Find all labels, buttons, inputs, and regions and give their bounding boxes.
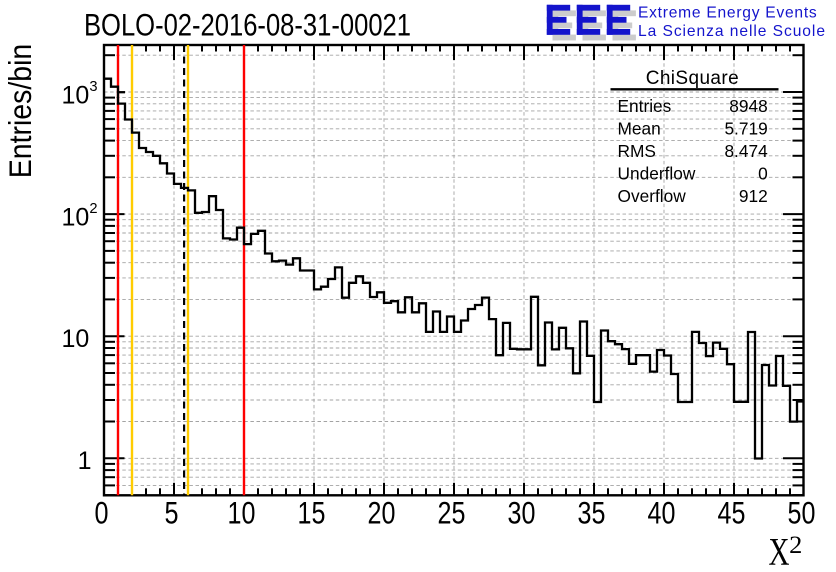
svg-text:Underflow: Underflow xyxy=(618,164,696,184)
svg-text:RMS: RMS xyxy=(618,141,656,161)
svg-text:Entries: Entries xyxy=(618,96,672,116)
svg-text:25: 25 xyxy=(438,496,466,531)
svg-text:5: 5 xyxy=(165,496,179,531)
svg-text:912: 912 xyxy=(739,186,768,206)
svg-text:50: 50 xyxy=(788,496,816,531)
svg-text:ChiSquare: ChiSquare xyxy=(646,68,739,89)
svg-text:45: 45 xyxy=(718,496,746,531)
svg-text:X: X xyxy=(769,531,790,572)
svg-text:8948: 8948 xyxy=(729,96,767,116)
svg-text:15: 15 xyxy=(298,496,326,531)
svg-text:30: 30 xyxy=(508,496,536,531)
svg-text:Mean: Mean xyxy=(618,119,661,139)
svg-text:20: 20 xyxy=(368,496,396,531)
svg-text:Extreme Energy Events: Extreme Energy Events xyxy=(638,4,817,21)
svg-text:10: 10 xyxy=(62,325,90,353)
svg-text:0: 0 xyxy=(758,164,768,184)
svg-text:8.474: 8.474 xyxy=(724,141,768,161)
svg-text:2: 2 xyxy=(789,532,802,559)
svg-text:10: 10 xyxy=(228,496,256,531)
svg-text:35: 35 xyxy=(578,496,606,531)
svg-text:5.719: 5.719 xyxy=(724,119,767,139)
svg-text:40: 40 xyxy=(648,496,676,531)
svg-text:BOLO-02-2016-08-31-00021: BOLO-02-2016-08-31-00021 xyxy=(84,8,411,43)
svg-text:0: 0 xyxy=(95,496,109,531)
svg-text:Entries/bin: Entries/bin xyxy=(3,44,38,179)
svg-text:1: 1 xyxy=(78,447,92,475)
svg-text:La Scienza nelle Scuole: La Scienza nelle Scuole xyxy=(638,23,825,40)
svg-text:Overflow: Overflow xyxy=(618,186,687,206)
